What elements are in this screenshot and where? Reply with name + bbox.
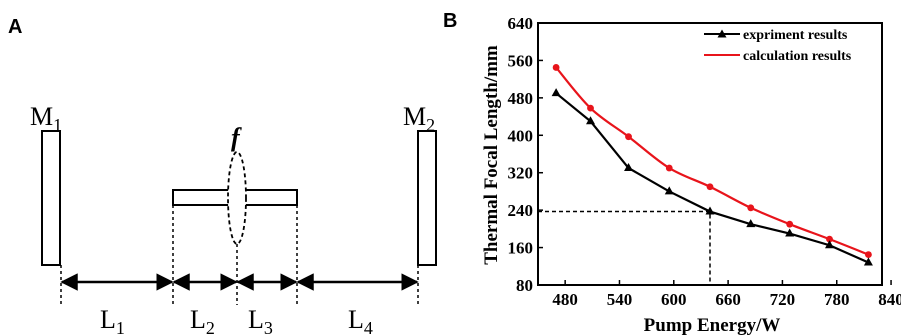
y-tick-label: 400 [508, 126, 534, 145]
data-point-calculation [865, 251, 872, 258]
mirror-m2 [417, 130, 437, 266]
mirror-m2-label: M2 [403, 102, 435, 135]
legend-label-experiment: expriment results [743, 28, 848, 43]
y-tick-label: 560 [508, 51, 534, 70]
chart-annotation [538, 210, 711, 285]
y-axis-title: Thermal Focal Length/mm [481, 45, 502, 265]
y-tick-label: 480 [508, 89, 534, 108]
data-point-experiment [586, 116, 596, 125]
x-axis-title: Pump Energy/W [644, 315, 781, 336]
data-point-calculation [786, 220, 794, 228]
x-tick-label: 840 [878, 290, 901, 309]
data-point-experiment [746, 219, 756, 228]
legend-item-calculation: calculation results [704, 49, 852, 64]
series-line-calculation [555, 66, 869, 256]
data-point-experiment [863, 257, 873, 266]
x-tick-label: 540 [607, 290, 633, 309]
data-point-calculation [625, 133, 632, 141]
data-point-experiment [824, 240, 834, 249]
legend-label-calculation: calculation results [743, 49, 852, 64]
y-tick-label: 160 [508, 239, 534, 258]
mirror-m1 [41, 130, 61, 266]
panel-a: A M1 M2 f L1 L2 L3 L4 [8, 16, 437, 336]
data-point-calculation [552, 64, 560, 71]
x-tick-label: 660 [715, 290, 741, 309]
panel-a-label: A [8, 16, 22, 38]
legend: expriment results calculation results [704, 28, 852, 64]
x-tick-label: 600 [661, 290, 687, 309]
label-l1: L1 [100, 305, 125, 336]
y-tick-label: 640 [508, 14, 534, 33]
data-point-experiment [705, 206, 715, 215]
panel-b: B Thermal Focal Length/mm Pump Energy/W … [443, 10, 901, 336]
panel-b-label: B [443, 10, 457, 32]
thermal-lens-label: f [231, 123, 242, 152]
data-point-calculation [706, 183, 714, 191]
data-point-experiment [664, 186, 674, 195]
data-point-calculation [826, 235, 833, 243]
x-tick-label: 780 [824, 290, 850, 309]
chart-series [551, 64, 873, 266]
x-tick-label: 480 [552, 290, 578, 309]
label-l2: L2 [190, 305, 215, 336]
data-point-calculation [587, 104, 594, 112]
x-tick-label: 720 [770, 290, 796, 309]
data-point-calculation [747, 204, 755, 212]
label-l3: L3 [248, 305, 273, 336]
thermal-lens [227, 151, 247, 245]
annotation-dashed-line [538, 210, 711, 285]
legend-item-experiment: expriment results [704, 28, 848, 43]
y-tick-label: 320 [508, 164, 534, 183]
data-point-experiment [624, 163, 634, 172]
y-tick-label: 240 [508, 201, 534, 220]
label-l4: L4 [348, 305, 373, 336]
y-tick-label: 80 [516, 276, 533, 295]
data-point-experiment [785, 228, 795, 237]
mirror-m1-label: M1 [30, 102, 62, 135]
chart-axes: 480 540 600 660 720 780 840 80 160 240 320 400 480 56… [508, 14, 901, 309]
data-point-calculation [665, 164, 673, 172]
data-point-experiment [551, 88, 561, 97]
